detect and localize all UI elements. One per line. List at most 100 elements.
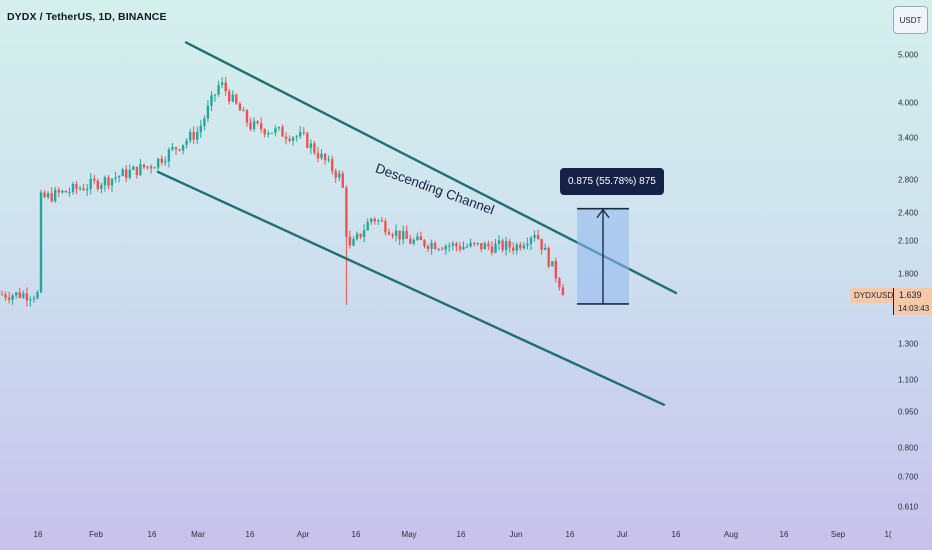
candle-body [430,243,433,249]
candle-body [480,243,483,250]
candle-body [270,132,273,134]
candle-body [231,94,234,102]
time-tick-label: 16 [33,530,43,539]
candle-body [370,218,373,222]
candle-body [274,128,277,133]
candle-body [178,149,181,151]
candle-body [4,294,7,298]
symbol-title[interactable]: DYDX / TetherUS, 1D, BINANCE [7,11,167,23]
candle-body [302,132,305,134]
candle-body [473,242,476,244]
candle-body [373,218,376,222]
candle-body [89,178,92,189]
time-tick-label: Feb [89,530,103,539]
candle-body [522,245,526,249]
candle-body [409,238,412,244]
candle-body [476,243,479,245]
candle-body [22,293,25,298]
candle-body [487,243,490,247]
candle-body [242,110,245,112]
candle-body [82,188,85,191]
time-tick-label: Apr [296,530,310,539]
candle-body [174,147,178,150]
candle-body [228,91,231,102]
price-tick-label: 4.000 [898,98,919,108]
candle-body [288,138,291,141]
candle-body [281,127,284,137]
time-tick-label: 16 [351,530,361,539]
candle-body [203,118,206,126]
candle-body [160,158,163,163]
candle-body [146,166,149,168]
candle-body [398,230,401,240]
price-tick-label: 1.100 [898,375,919,385]
candle-body [331,159,334,172]
candle-body [419,236,423,240]
candle-body [267,133,270,135]
candle-body [483,243,486,250]
candle-body [526,243,529,246]
candle-body [249,122,252,130]
candle-body [149,166,153,169]
candle-body [25,293,29,301]
candle-body [494,243,497,253]
candle-body [277,127,281,129]
candle-body [7,297,11,300]
candle-body [64,190,68,193]
candle-body [465,246,469,248]
candle-body [139,164,142,176]
candle-body [551,261,554,267]
candle-body [46,193,50,198]
candle-body [529,237,533,244]
candle-body [391,234,394,236]
candle-body [433,243,437,250]
candle-body [61,190,64,193]
price-tick-label: 0.800 [898,443,919,453]
candle-body [260,123,263,130]
candle-body [171,147,174,150]
candle-body [533,235,536,238]
time-tick-label: Aug [723,530,739,539]
candle-body [441,248,444,250]
time-tick-label: Mar [191,530,205,539]
price-tick-label: 1.300 [898,339,919,349]
candle-body [185,140,188,145]
candle-body [462,246,465,250]
currency-badge[interactable]: USDT [893,6,928,34]
symbol-price-tag: DYDXUSDT [850,288,903,303]
candle-body [515,244,518,251]
candle-body [0,294,4,296]
candle-body [416,236,419,240]
price-tick-label: 2.800 [898,175,919,184]
candle-body [189,132,192,141]
price-tick-label: 2.100 [898,236,919,246]
candle-body [252,121,256,130]
candle-body [29,299,32,301]
candle-body [352,239,355,246]
time-tick-label: 16 [456,530,466,539]
price-tick-label: 0.610 [898,502,919,512]
candle-body [426,246,430,249]
candle-body [504,241,508,250]
candle-body [245,110,249,123]
candle-body [547,247,550,267]
candle-body [338,173,341,178]
candle-body [469,242,472,247]
price-tick-label: 3.400 [898,133,919,143]
candle-body [306,132,309,148]
candle-body [366,221,369,231]
candle-body [132,166,135,170]
candle-body [54,189,57,202]
price-tick-label: 2.400 [898,208,919,217]
candle-body [299,132,302,137]
candle-body [295,136,298,138]
candle-body [362,230,366,237]
candle-body [359,233,362,237]
candle-body [256,121,259,124]
candle-body [544,247,547,250]
candle-body [86,188,89,191]
candle-body [320,153,323,159]
candle-body [327,159,330,161]
